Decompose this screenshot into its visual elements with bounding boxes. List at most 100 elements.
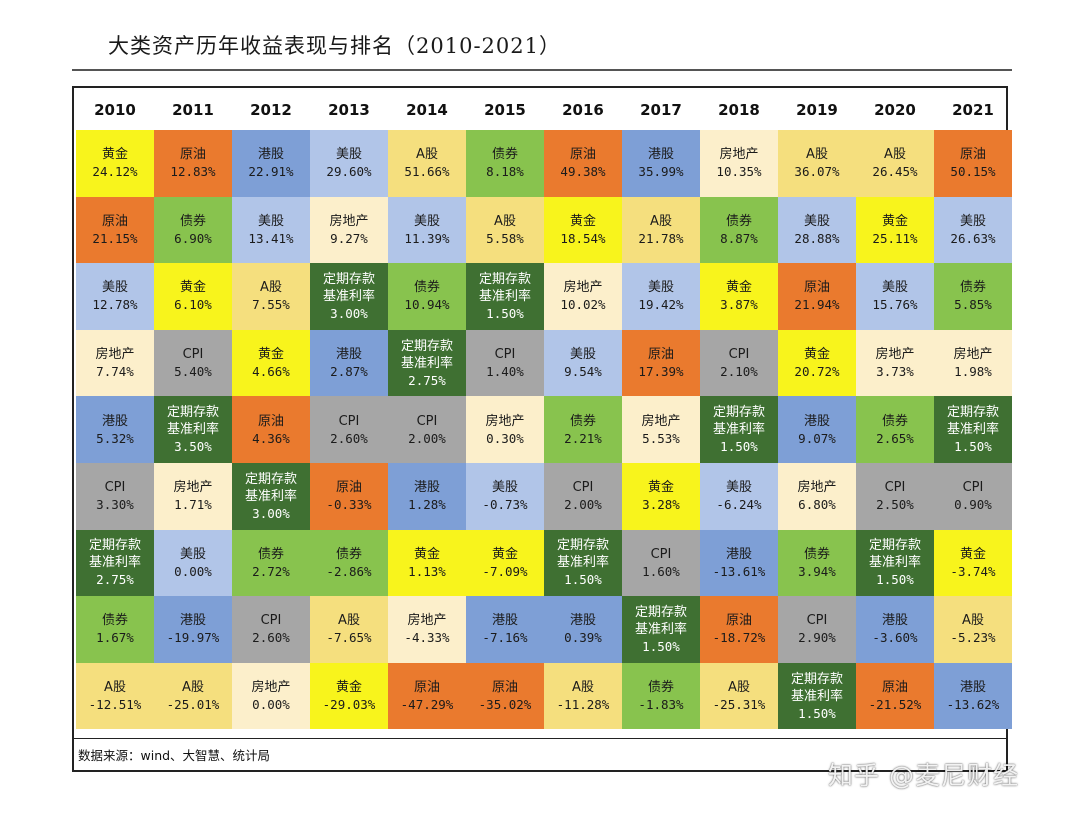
asset-name: 房地产: [329, 213, 369, 229]
asset-name: 港股: [881, 613, 908, 629]
table-cell: 原油 50.15%: [934, 130, 1012, 197]
table-cell: CPI 5.40%: [154, 329, 232, 397]
return-value: 1.28%: [408, 497, 446, 513]
year-label-2012: 2012: [250, 101, 292, 119]
table-cell: 黄金 4.66%: [232, 329, 310, 397]
asset-name: A股: [338, 613, 360, 629]
table-cell: 房地产 0.30%: [466, 396, 544, 463]
table-cell: 定期存款 基准利率 1.50%: [856, 529, 934, 597]
asset-name: 港股: [101, 413, 128, 429]
asset-name: 黄金: [101, 147, 128, 163]
asset-name: 黄金: [413, 546, 440, 562]
asset-name: A股: [962, 613, 984, 629]
chart-title: 大类资产历年收益表现与排名（2010-2021）: [108, 34, 561, 58]
table-cell: 房地产 1.71%: [154, 462, 232, 530]
table-cell: A股 36.07%: [778, 130, 856, 197]
asset-name: A股: [182, 680, 204, 696]
return-value: 5.53%: [642, 430, 680, 446]
asset-name: 房地产: [875, 347, 915, 363]
table-cell: 房地产 10.02%: [544, 263, 622, 330]
return-value: 2.00%: [564, 497, 602, 513]
return-value: 35.99%: [638, 164, 684, 180]
return-value: 3.50%: [174, 439, 212, 455]
return-value: -13.61%: [712, 563, 766, 579]
year-label-2013: 2013: [328, 101, 370, 119]
asset-name: CPI: [884, 480, 906, 496]
return-value: -7.65%: [326, 630, 372, 646]
year-header-row: 2010 2011 2012 2013 2014 2015 2016 2017 2018 2019…: [76, 96, 1010, 124]
table-cell: 港股 -7.16%: [466, 596, 544, 663]
asset-name: 房地产: [95, 347, 135, 363]
asset-name: 原油: [179, 147, 206, 163]
return-value: 21.78%: [638, 230, 684, 246]
return-value: 13.41%: [248, 230, 294, 246]
table-cell: 原油 -35.02%: [466, 662, 544, 730]
asset-name: 定期存款 基准利率: [868, 538, 921, 571]
table-cell: CPI 2.10%: [700, 329, 778, 397]
return-value: 2.75%: [408, 372, 446, 388]
table-cell: 黄金 25.11%: [856, 196, 934, 264]
asset-name: 定期存款 基准利率: [478, 271, 531, 304]
return-value: 28.88%: [794, 230, 840, 246]
table-cell: 房地产 7.74%: [76, 329, 154, 397]
asset-name: 黄金: [569, 213, 596, 229]
asset-name: 美股: [179, 546, 206, 562]
return-value: 10.35%: [716, 164, 762, 180]
asset-name: 房地产: [485, 413, 525, 429]
return-value: 1.50%: [486, 305, 524, 321]
table-cell: CPI 2.00%: [544, 462, 622, 530]
asset-name: A股: [104, 680, 126, 696]
return-value: -19.97%: [166, 630, 220, 646]
table-cell: 原油 17.39%: [622, 329, 700, 397]
asset-name: 黄金: [647, 480, 674, 496]
asset-name: 房地产: [953, 347, 993, 363]
asset-name: 房地产: [563, 280, 603, 296]
table-cell: 定期存款 基准利率 2.75%: [76, 529, 154, 597]
return-value: -3.74%: [950, 563, 996, 579]
returns-grid: 黄金 24.12% 原油 12.83% 港股 22.91% 美股 29.60% A股 51.66%…: [76, 130, 1012, 730]
table-cell: 房地产 6.80%: [778, 462, 856, 530]
asset-name: 港股: [179, 613, 206, 629]
asset-name: 原油: [413, 680, 440, 696]
asset-name: 债券: [647, 680, 674, 696]
asset-name: 房地产: [719, 147, 759, 163]
return-value: 2.90%: [798, 630, 836, 646]
return-value: 21.94%: [794, 297, 840, 313]
year-label-2020: 2020: [874, 101, 916, 119]
year-label-2019: 2019: [796, 101, 838, 119]
return-value: 2.00%: [408, 430, 446, 446]
table-cell: 黄金 -3.74%: [934, 529, 1012, 597]
return-value: 2.60%: [330, 430, 368, 446]
table-cell: 港股 -13.61%: [700, 529, 778, 597]
return-value: -5.23%: [950, 630, 996, 646]
table-cell: 港股 35.99%: [622, 130, 700, 197]
return-value: -25.01%: [166, 697, 220, 713]
table-cell: 债券 10.94%: [388, 263, 466, 330]
data-source-note: 数据来源：wind、大智慧、统计局: [78, 748, 271, 763]
table-cell: CPI 2.60%: [310, 396, 388, 463]
asset-name: 债券: [101, 613, 128, 629]
asset-name: 美股: [803, 213, 830, 229]
return-value: 8.18%: [486, 164, 524, 180]
table-cell: 原油 4.36%: [232, 396, 310, 463]
table-cell: A股 21.78%: [622, 196, 700, 264]
asset-name: CPI: [962, 480, 984, 496]
return-value: 1.71%: [174, 497, 212, 513]
return-value: -6.24%: [716, 497, 762, 513]
return-value: 0.00%: [252, 697, 290, 713]
asset-name: 原油: [881, 680, 908, 696]
return-value: 2.50%: [876, 497, 914, 513]
table-cell: 原油 -47.29%: [388, 662, 466, 730]
asset-name: 港股: [491, 613, 518, 629]
asset-name: 房地产: [641, 413, 681, 429]
table-cell: 定期存款 基准利率 1.50%: [934, 396, 1012, 463]
table-cell: 债券 5.85%: [934, 263, 1012, 330]
return-value: -11.28%: [556, 697, 610, 713]
return-value: 36.07%: [794, 164, 840, 180]
return-value: -25.31%: [712, 697, 766, 713]
asset-name: 黄金: [491, 546, 518, 562]
asset-name: 原油: [101, 213, 128, 229]
source-divider: [74, 738, 1006, 739]
asset-name: 债券: [803, 546, 830, 562]
table-cell: 债券 2.72%: [232, 529, 310, 597]
